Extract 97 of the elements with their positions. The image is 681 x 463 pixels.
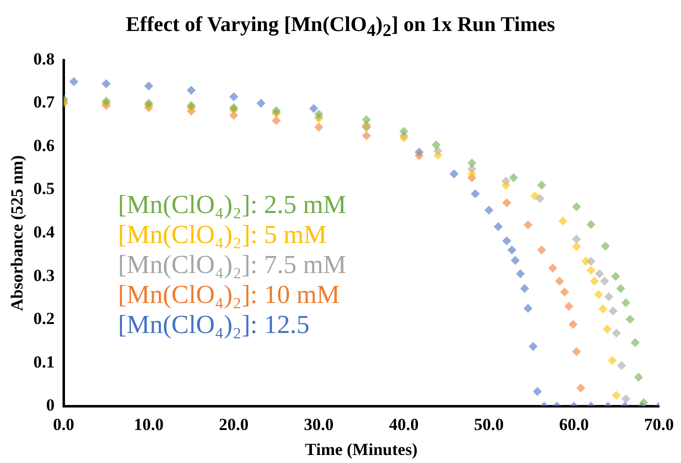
point — [560, 287, 570, 296]
y-tick-label: 0.5 — [33, 179, 55, 198]
x-tick-label: 30.0 — [304, 414, 334, 434]
point — [568, 320, 578, 329]
y-tick-label: 0.8 — [33, 49, 55, 68]
point — [528, 342, 538, 351]
point — [630, 338, 640, 348]
x-tick-label: 10.0 — [134, 414, 164, 434]
point — [502, 236, 512, 246]
point — [548, 264, 558, 273]
point — [621, 298, 630, 308]
y-tick-label: 0.6 — [33, 136, 55, 155]
point — [598, 304, 608, 314]
x-tick-label: 50.0 — [474, 414, 504, 434]
point — [611, 272, 620, 281]
y-tick-label: 0.7 — [33, 92, 56, 112]
text: [Mn(ClO₄)₂]: 10 mM — [118, 280, 341, 310]
point — [470, 189, 480, 198]
point — [608, 356, 617, 365]
point — [537, 180, 546, 190]
point — [586, 220, 596, 229]
x-tick-label: 60.0 — [559, 414, 589, 434]
point — [586, 266, 596, 275]
point — [69, 77, 78, 86]
point — [617, 361, 626, 370]
text: [Mn(ClO₄)₂]: 12.5 — [118, 310, 310, 340]
point — [572, 202, 581, 212]
point — [576, 384, 586, 393]
point — [467, 169, 476, 178]
point — [524, 220, 533, 230]
point — [433, 150, 442, 160]
point — [602, 324, 612, 334]
point — [399, 126, 408, 136]
point — [594, 269, 604, 278]
point — [524, 304, 533, 313]
point — [600, 242, 610, 251]
point — [639, 398, 648, 406]
point — [612, 328, 621, 338]
point — [594, 290, 604, 300]
point — [634, 372, 644, 382]
point — [501, 181, 510, 190]
x-axis-title: Time (Minutes) — [305, 440, 418, 460]
point — [450, 169, 459, 178]
y-tick-label: 0 — [46, 396, 55, 415]
point — [621, 394, 630, 404]
chart-title: Effect of Varying [Mn(ClO$_{4}$)$_{2}$] on 1x Run Times — [124, 12, 556, 42]
x-tick-label: 40.0 — [388, 414, 419, 434]
point — [608, 306, 618, 316]
point — [256, 98, 266, 108]
point — [590, 276, 599, 286]
point — [572, 242, 581, 252]
y-tick-label: 0.2 — [33, 309, 55, 328]
point — [604, 292, 614, 302]
x-tick-label: 20.0 — [218, 414, 249, 434]
point — [572, 347, 581, 356]
point — [484, 206, 494, 215]
point — [537, 245, 546, 254]
point — [572, 234, 581, 244]
text: [Mn(ClO₄)₂]: 2.5 mM — [118, 190, 346, 220]
point — [362, 131, 371, 140]
point — [362, 115, 371, 124]
text: [Mn(ClO₄)₂]: 5 mM — [118, 220, 328, 250]
point — [564, 302, 574, 311]
point — [612, 390, 621, 400]
point — [558, 216, 568, 226]
point — [144, 81, 154, 90]
point — [581, 256, 590, 266]
point — [414, 151, 424, 160]
point — [520, 284, 530, 293]
point — [467, 158, 476, 168]
point — [186, 86, 196, 95]
x-tick-label: 0.0 — [53, 414, 74, 434]
y-tick-label: 0.3 — [33, 266, 55, 285]
point — [494, 222, 503, 232]
x-tick-label: 70.0 — [644, 414, 674, 434]
point — [309, 104, 318, 113]
y-tick-label: 0.1 — [33, 352, 55, 372]
point — [432, 140, 441, 150]
text: [Mn(ClO₄)₂]: 7.5 mM — [118, 250, 346, 280]
point — [532, 386, 542, 396]
point — [507, 245, 516, 254]
point — [509, 173, 518, 182]
y-tick-label: 0.4 — [33, 222, 56, 242]
point — [272, 116, 281, 126]
point — [314, 110, 324, 119]
point — [502, 198, 512, 208]
point — [102, 79, 111, 88]
point — [616, 284, 626, 293]
point — [314, 122, 324, 132]
y-axis-title: Absorbance (525 nm) — [8, 155, 27, 312]
point — [600, 276, 610, 286]
point — [510, 256, 520, 265]
point — [530, 191, 540, 200]
point — [626, 314, 635, 324]
point — [516, 269, 525, 278]
point — [554, 276, 564, 286]
point — [229, 92, 238, 102]
